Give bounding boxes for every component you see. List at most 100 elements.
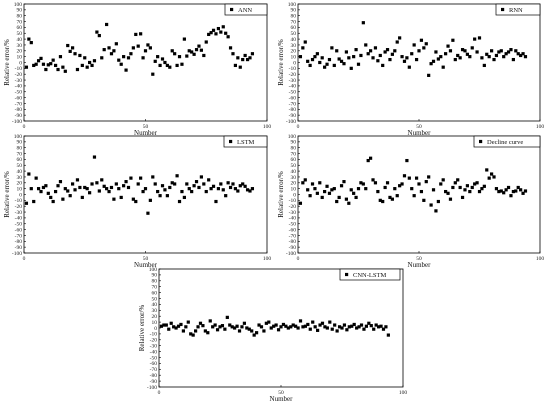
data-point — [105, 22, 109, 27]
data-point — [381, 199, 385, 204]
data-point — [463, 188, 467, 192]
data-point — [105, 187, 109, 191]
data-point — [456, 53, 460, 58]
data-point — [378, 198, 382, 202]
x-tick-label: 100 — [263, 124, 272, 130]
data-point — [436, 199, 440, 204]
data-point — [332, 63, 336, 68]
data-point — [32, 63, 36, 68]
data-point — [383, 185, 387, 190]
data-point — [313, 187, 317, 191]
data-point — [34, 62, 38, 66]
y-tick-label: -20 — [289, 204, 297, 210]
data-point — [318, 60, 322, 65]
data-point — [424, 42, 428, 46]
legend-marker — [230, 7, 234, 12]
data-point — [332, 187, 336, 191]
x-tick-label: 50 — [143, 124, 149, 130]
data-point — [407, 176, 411, 180]
data-point — [56, 184, 60, 188]
data-point — [102, 48, 106, 52]
y-tick-label: 70 — [152, 285, 158, 291]
data-point — [27, 172, 31, 176]
data-point — [274, 323, 278, 327]
chart-panel-3: -100-90-80-70-60-50-40-30-20-10010203040… — [3, 134, 271, 269]
data-point — [141, 189, 145, 194]
y-tick-label: 60 — [291, 25, 297, 31]
data-point — [252, 333, 256, 337]
data-point — [58, 180, 63, 184]
data-point — [173, 52, 177, 56]
data-point — [320, 195, 324, 200]
x-tick-label: 50 — [416, 124, 422, 130]
data-point — [219, 30, 223, 34]
data-point — [189, 332, 193, 336]
data-point — [327, 57, 332, 62]
x-tick-label: 50 — [278, 390, 284, 396]
y-tick-label: -10 — [289, 198, 297, 204]
y-tick-label: -40 — [15, 216, 23, 222]
data-point — [298, 55, 303, 59]
y-tick-label: 90 — [152, 273, 158, 279]
data-point — [402, 59, 407, 63]
data-point — [494, 53, 499, 58]
y-tick-label: 40 — [17, 37, 23, 43]
data-point — [487, 55, 491, 59]
chart-panel-5: -100-90-80-70-60-50-40-30-20-10010203040… — [138, 267, 407, 403]
data-point — [181, 329, 185, 333]
data-point — [134, 199, 138, 204]
y-tick-label: 70 — [291, 151, 297, 157]
data-point — [119, 62, 123, 66]
data-point — [211, 28, 216, 32]
data-point — [190, 50, 194, 54]
data-point — [364, 324, 368, 328]
data-point — [359, 181, 363, 185]
data-point — [475, 181, 479, 185]
data-point — [124, 180, 128, 184]
data-point — [395, 194, 399, 198]
legend: Decline curve — [473, 135, 541, 148]
data-point — [238, 184, 242, 188]
data-point — [173, 182, 177, 186]
data-point — [182, 37, 186, 41]
data-point — [444, 52, 448, 56]
data-point — [504, 188, 508, 192]
y-tick-label: 100 — [288, 134, 297, 140]
data-point — [85, 65, 89, 69]
y-axis-title: Relative error/% — [277, 171, 285, 218]
y-tick-label: 60 — [152, 290, 158, 296]
data-point — [264, 321, 268, 325]
y-tick-label: -60 — [289, 95, 297, 101]
y-tick-label: 50 — [17, 31, 23, 37]
data-point — [480, 187, 484, 191]
data-point — [335, 329, 339, 333]
y-tick-label: -20 — [15, 204, 23, 210]
data-point — [83, 185, 87, 190]
data-point — [485, 168, 489, 172]
data-point — [124, 68, 128, 72]
data-point — [355, 326, 359, 330]
legend-label: CNN-LSTM — [353, 272, 386, 279]
data-point — [294, 324, 298, 328]
data-point — [327, 191, 332, 195]
data-point — [361, 182, 365, 186]
y-tick-label: -100 — [286, 119, 296, 125]
data-point — [393, 187, 397, 191]
data-point — [441, 65, 445, 69]
data-point — [29, 187, 33, 191]
data-point — [202, 182, 206, 186]
x-tick-label: 50 — [143, 256, 149, 262]
data-point — [167, 327, 171, 331]
data-point — [318, 181, 322, 185]
y-tick-label: 50 — [17, 163, 23, 169]
y-tick-label: 40 — [152, 302, 158, 308]
data-point — [233, 63, 238, 68]
data-point — [109, 185, 114, 190]
data-point — [458, 185, 462, 190]
data-point — [117, 58, 121, 62]
data-point — [502, 55, 506, 59]
data-point — [97, 33, 101, 38]
data-point — [255, 331, 259, 335]
data-point — [434, 50, 438, 54]
